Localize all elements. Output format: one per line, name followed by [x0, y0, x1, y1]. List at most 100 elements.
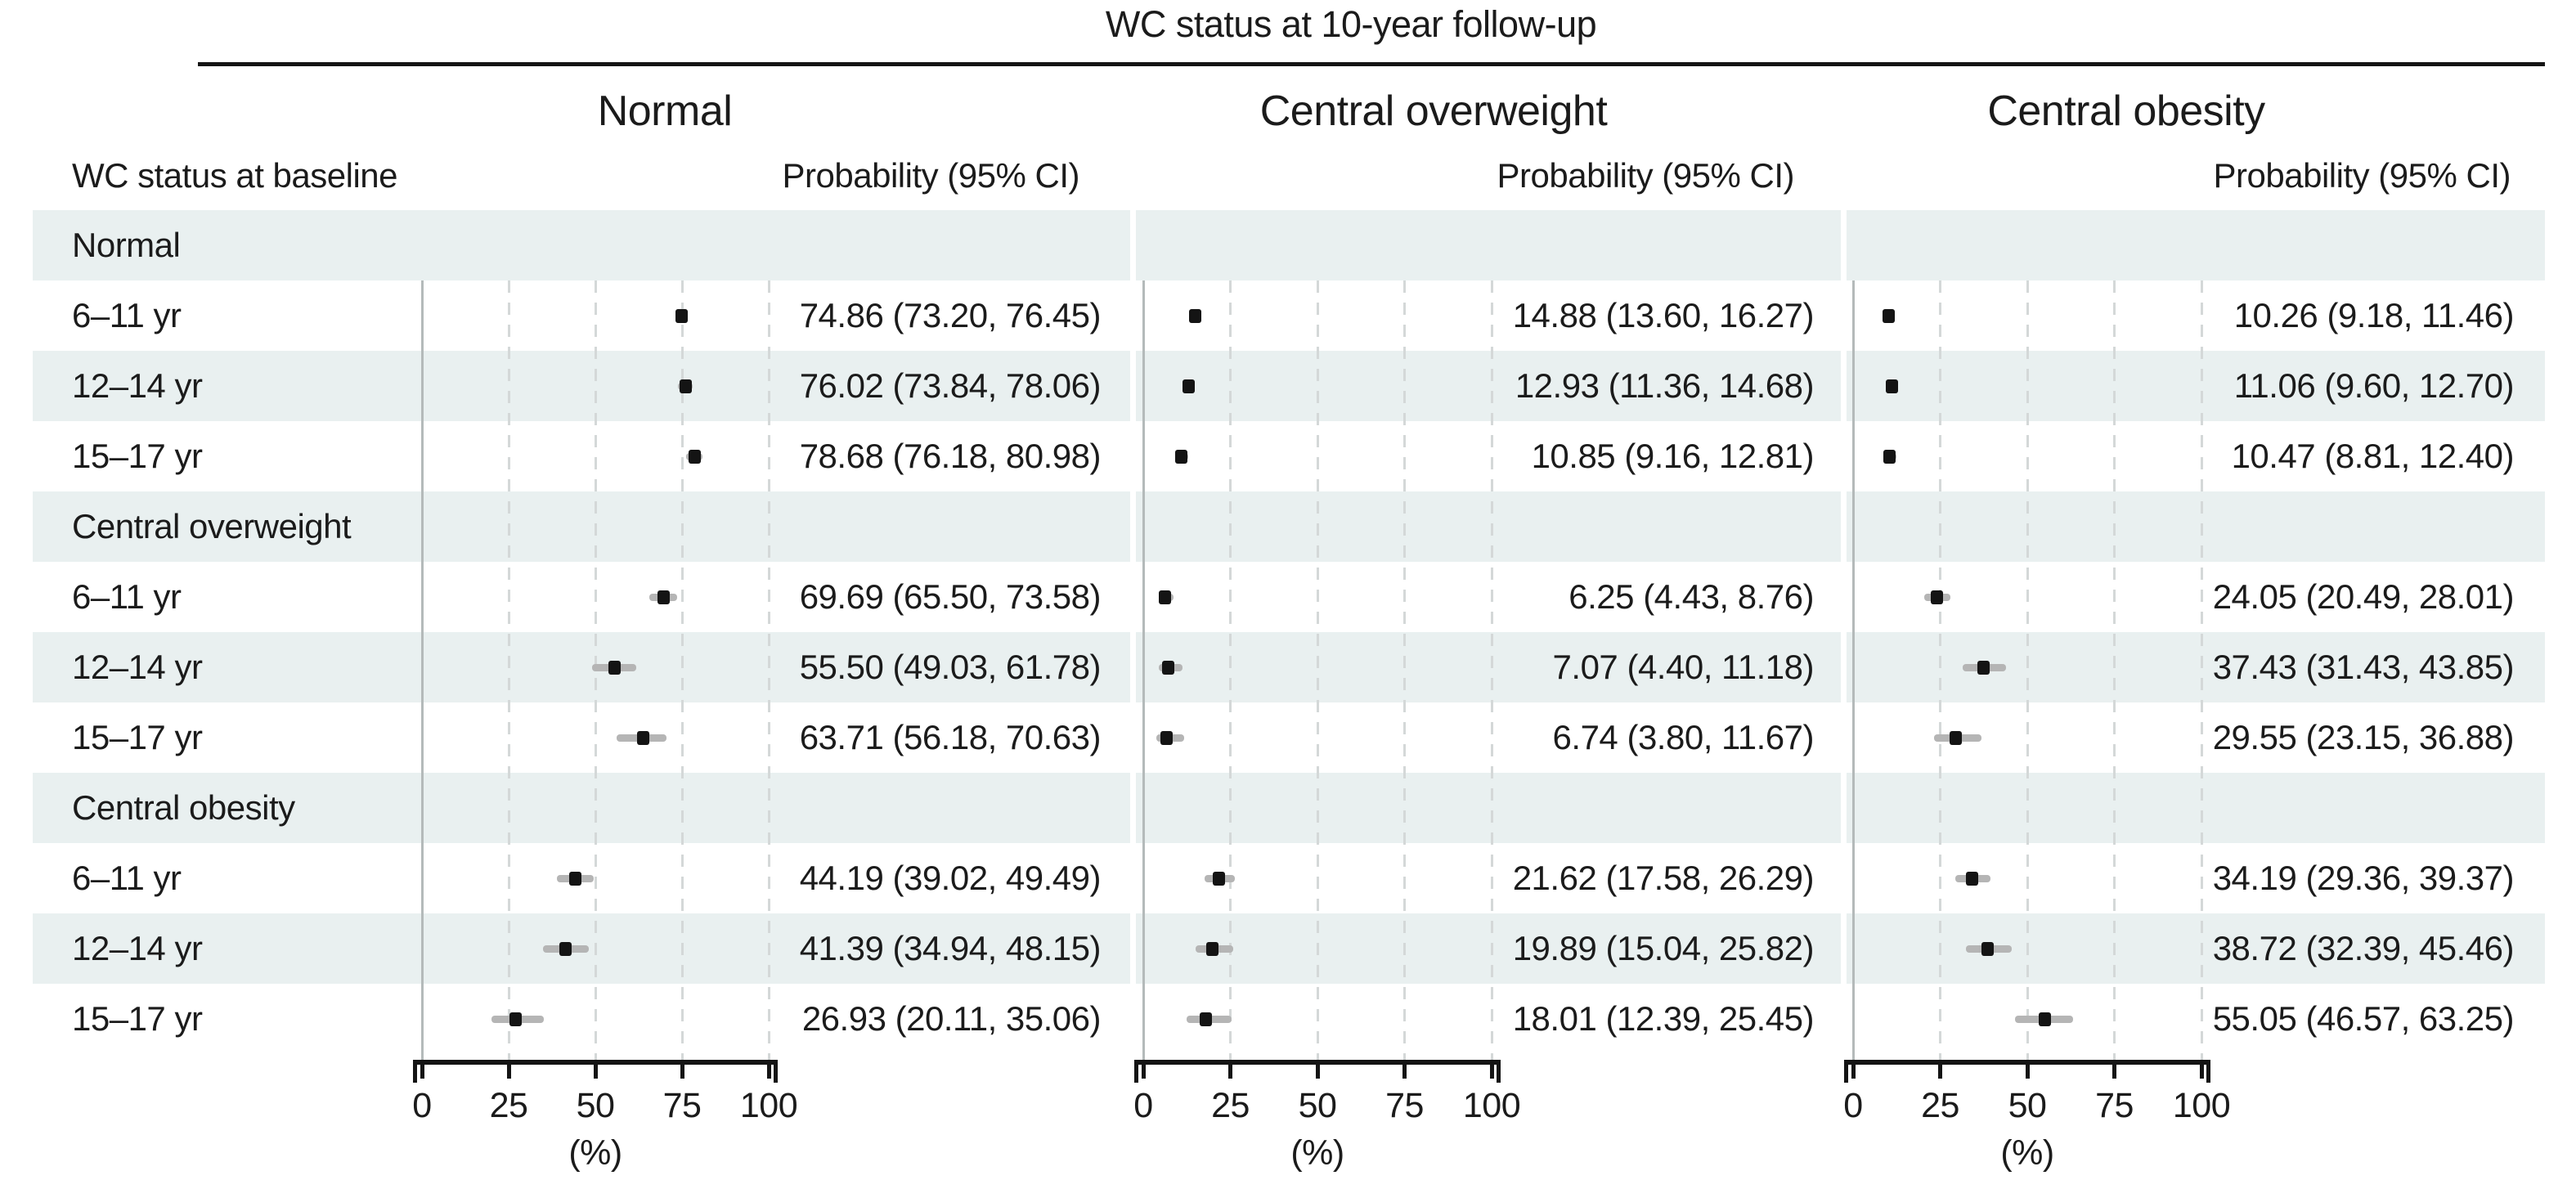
gridline-zero — [1851, 280, 1855, 1060]
point-estimate-marker — [675, 308, 688, 323]
x-axis-tick-label: 50 — [2008, 1086, 2047, 1125]
point-estimate-marker — [1930, 590, 1943, 604]
title-underline — [198, 62, 2545, 66]
probability-value: 10.26 (9.18, 11.46) — [2233, 296, 2515, 334]
probability-value: 6.74 (3.80, 11.67) — [1552, 718, 1815, 756]
x-axis-tick — [2199, 1060, 2204, 1079]
x-axis-tick — [1141, 1060, 1146, 1079]
point-estimate-marker — [1159, 590, 1172, 604]
x-axis-end-cap — [1134, 1060, 1138, 1083]
x-axis-tick — [1489, 1060, 1494, 1079]
x-axis-tick-label: 50 — [576, 1086, 615, 1125]
row-label: 15–17 yr — [72, 718, 203, 756]
probability-value: 44.19 (39.02, 49.49) — [799, 859, 1102, 897]
x-axis-end-cap — [1844, 1060, 1848, 1083]
point-estimate-marker — [2039, 1012, 2051, 1026]
x-axis-tick-label: 25 — [1211, 1086, 1250, 1125]
probability-value: 7.07 (4.40, 11.18) — [1552, 648, 1815, 686]
row-label: 6–11 yr — [72, 859, 182, 897]
x-axis-tick — [2112, 1060, 2116, 1079]
gridline-dashed — [1316, 280, 1319, 1060]
point-estimate-marker — [679, 379, 692, 393]
x-axis-tick-label: 0 — [1133, 1086, 1153, 1125]
probability-header-central-overweight: Probability (95% CI) — [1497, 156, 1795, 195]
figure-title: WC status at 10-year follow-up — [1105, 3, 1597, 45]
panel-separator — [1130, 210, 1136, 1054]
x-axis-tick-label: 0 — [412, 1086, 432, 1125]
row-label: 12–14 yr — [72, 929, 203, 967]
gridline-dashed — [507, 280, 510, 1060]
point-estimate-marker — [1188, 308, 1201, 323]
point-estimate-marker — [1950, 730, 1963, 745]
x-axis-tick-label: 25 — [489, 1086, 528, 1125]
probability-header-central-obesity: Probability (95% CI) — [2213, 156, 2511, 195]
point-estimate-marker — [1206, 941, 1219, 956]
row-band — [33, 984, 2545, 1054]
row-label: 6–11 yr — [72, 296, 182, 334]
probability-value: 18.01 (12.39, 25.45) — [1512, 999, 1815, 1038]
group-label: Central overweight — [72, 507, 352, 545]
point-estimate-marker — [1182, 379, 1195, 393]
group-band — [33, 773, 2545, 843]
x-axis-unit-label: (%) — [2000, 1133, 2054, 1173]
probability-value: 69.69 (65.50, 73.58) — [799, 577, 1102, 616]
probability-value: 19.89 (15.04, 25.82) — [1512, 929, 1815, 967]
probability-value: 38.72 (32.39, 45.46) — [2212, 929, 2515, 967]
point-estimate-marker — [559, 941, 572, 956]
x-axis-unit-label: (%) — [1290, 1133, 1344, 1173]
row-label: 12–14 yr — [72, 366, 203, 405]
x-axis-tick — [506, 1060, 511, 1079]
point-estimate-marker — [1160, 730, 1174, 745]
row-label: 12–14 yr — [72, 648, 203, 686]
point-estimate-marker — [608, 660, 621, 675]
point-estimate-marker — [509, 1012, 522, 1026]
probability-value: 11.06 (9.60, 12.70) — [2233, 366, 2515, 405]
point-estimate-marker — [657, 590, 670, 604]
probability-value: 37.43 (31.43, 43.85) — [2212, 648, 2515, 686]
probability-value: 55.50 (49.03, 61.78) — [799, 648, 1102, 686]
row-band — [33, 843, 2545, 913]
point-estimate-marker — [1174, 449, 1187, 464]
gridline-dashed — [1490, 280, 1493, 1060]
group-band — [33, 491, 2545, 562]
row-header: WC status at baseline — [72, 156, 398, 195]
x-axis-tick — [680, 1060, 684, 1079]
row-band — [33, 421, 2545, 491]
row-label: 15–17 yr — [72, 999, 203, 1038]
x-axis-end-cap — [2206, 1060, 2210, 1083]
point-estimate-marker — [1883, 449, 1896, 464]
gridline-dashed — [680, 280, 684, 1060]
row-label: 15–17 yr — [72, 437, 203, 475]
x-axis-end-cap — [413, 1060, 417, 1083]
point-estimate-marker — [1966, 871, 1979, 886]
probability-value: 10.85 (9.16, 12.81) — [1531, 437, 1815, 475]
probability-value: 12.93 (11.36, 14.68) — [1515, 366, 1815, 405]
gridline-zero — [1142, 280, 1145, 1060]
gridline-dashed — [767, 280, 770, 1060]
x-axis-tick — [593, 1060, 598, 1079]
x-axis-tick — [766, 1060, 771, 1079]
point-estimate-marker — [1981, 941, 1995, 956]
probability-value: 55.05 (46.57, 63.25) — [2212, 999, 2515, 1038]
probability-value: 34.19 (29.36, 39.37) — [2212, 859, 2515, 897]
probability-value: 74.86 (73.20, 76.45) — [799, 296, 1102, 334]
row-band — [33, 913, 2545, 984]
point-estimate-marker — [1200, 1012, 1213, 1026]
x-axis-tick — [1938, 1060, 1942, 1079]
point-estimate-marker — [1885, 379, 1898, 393]
x-axis-tick — [1402, 1060, 1407, 1079]
point-estimate-marker — [1883, 308, 1896, 323]
probability-value: 6.25 (4.43, 8.76) — [1568, 577, 1814, 616]
gridline-zero — [420, 280, 424, 1060]
probability-value: 41.39 (34.94, 48.15) — [799, 929, 1102, 967]
probability-header-normal: Probability (95% CI) — [782, 156, 1080, 195]
x-axis-tick-label: 100 — [2172, 1086, 2231, 1125]
point-estimate-marker — [636, 730, 649, 745]
point-estimate-marker — [568, 871, 581, 886]
x-axis-tick-label: 50 — [1298, 1086, 1337, 1125]
point-estimate-marker — [689, 449, 702, 464]
gridline-dashed — [1229, 280, 1232, 1060]
row-band — [33, 562, 2545, 632]
group-label: Normal — [72, 226, 181, 264]
